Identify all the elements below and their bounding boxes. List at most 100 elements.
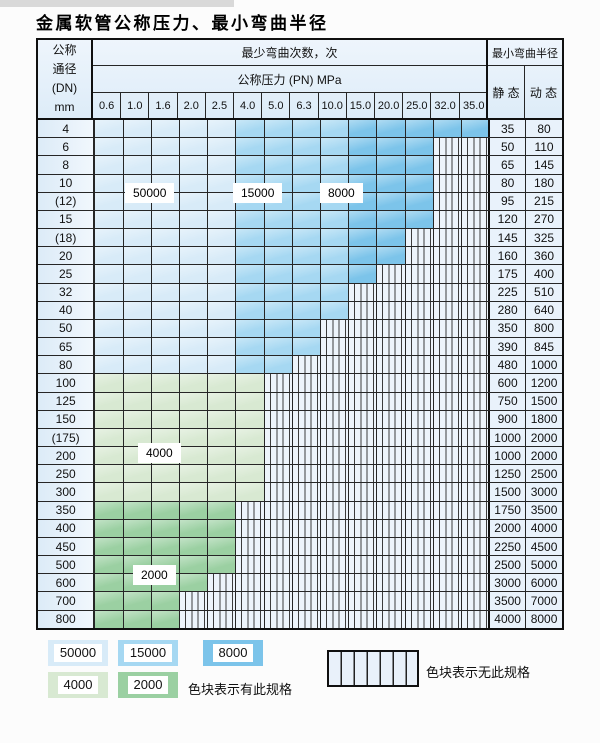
cycle-cell-p5.0	[264, 501, 293, 519]
cycle-cell-p32.0	[433, 428, 462, 447]
dn-cell: 450	[38, 537, 96, 556]
cycle-cell-p32.0	[433, 392, 462, 410]
cycle-cell-p2.5	[208, 410, 237, 428]
cycle-cell-p5.0	[264, 374, 293, 392]
static-radius-cell: 2000	[490, 519, 527, 537]
cycle-cell-p6.3	[292, 265, 321, 283]
cycle-cell-p1.0	[123, 229, 152, 247]
cycle-cell-p6.3	[292, 356, 321, 374]
static-radius-cell: 1250	[490, 465, 527, 483]
cycle-cell-p25.0	[405, 356, 434, 374]
cycle-cell-p15.0	[349, 592, 378, 610]
cycle-cell-p2.5	[208, 465, 237, 483]
dn-cell: 20	[38, 247, 96, 265]
cycle-cell-p32.0	[433, 610, 462, 628]
static-radius-cell: 95	[490, 192, 527, 210]
cycle-cell-p2.0	[179, 174, 209, 192]
cycle-cell-p5.0	[264, 338, 293, 356]
pressure-values-row: 0.6 1.0 1.6 2.0 2.5 4.0 5.0 6.3 10.0 15.0 20.0 25.0…	[93, 93, 486, 118]
cycle-cell-p2.5	[208, 574, 237, 592]
static-radius-cell: 80	[490, 174, 527, 192]
cycle-cell-p2.5	[208, 374, 237, 392]
cycle-cell-p5.0	[264, 247, 293, 265]
cycle-cell-p35.0	[461, 447, 491, 465]
cycle-cell-p5.0	[264, 392, 293, 410]
dynamic-radius-cell: 325	[526, 229, 562, 247]
cycle-cell-p32.0	[433, 592, 462, 610]
dynamic-radius-cell: 360	[526, 247, 562, 265]
cycle-cell-p2.0	[179, 120, 209, 138]
cycle-cell-p10.0	[320, 229, 350, 247]
cycle-cell-p20.0	[377, 356, 406, 374]
cycle-cell-p6.3	[292, 537, 321, 556]
page-title: 金属软管公称压力、最小弯曲半径	[36, 14, 329, 34]
pressure-col-2.0: 2.0	[178, 93, 206, 118]
cycle-cell-p2.5	[208, 338, 237, 356]
pressure-col-2.5: 2.5	[206, 93, 235, 118]
cycle-cell-p6.3	[292, 574, 321, 592]
cycle-cell-p15.0	[349, 210, 378, 229]
static-radius-cell: 225	[490, 283, 527, 301]
cycle-cell-p1.6	[151, 265, 180, 283]
dynamic-col-header: 动 态	[529, 85, 558, 100]
cycle-cell-p1.0	[123, 501, 152, 519]
cycle-cell-p4.0	[236, 592, 265, 610]
cycle-cell-p1.6	[151, 338, 180, 356]
cycle-cell-p4.0	[236, 138, 265, 156]
cycle-cell-p25.0	[405, 610, 434, 628]
dynamic-radius-cell: 3500	[526, 501, 562, 519]
cycle-cell-p10.0	[320, 210, 350, 229]
dynamic-radius-cell: 640	[526, 301, 562, 319]
cycle-cell-p4.0	[236, 610, 265, 628]
cycle-cell-p10.0	[320, 483, 350, 501]
cycle-cell-p35.0	[461, 574, 491, 592]
dn-cell: 50	[38, 319, 96, 338]
static-col-header: 静 态	[488, 66, 525, 118]
cycle-cell-p4.0	[236, 356, 265, 374]
cycle-cell-p35.0	[461, 192, 491, 210]
static-radius-cell: 750	[490, 392, 527, 410]
dn-cell: 6	[38, 138, 96, 156]
cycle-cell-p5.0	[264, 556, 293, 574]
cycle-cell-p1.0	[123, 356, 152, 374]
dn-cell: 4	[38, 120, 96, 138]
cycle-cell-p6.3	[292, 392, 321, 410]
static-radius-cell: 145	[490, 229, 527, 247]
cycle-cell-p1.6	[151, 229, 180, 247]
cycle-cell-p15.0	[349, 283, 378, 301]
cycle-cell-p4.0	[236, 229, 265, 247]
top-strip-decoration	[0, 0, 234, 7]
cycle-cell-p25.0	[405, 519, 434, 537]
table-row-dn-8: 8 65 145	[38, 155, 562, 174]
table-row-dn-300: 300 1500 3000	[38, 482, 562, 501]
pressure-col-5.0: 5.0	[262, 93, 291, 118]
pressure-header-label: 公称压力 (PN) MPa	[93, 66, 486, 93]
static-radius-cell: 3000	[490, 574, 527, 592]
cycle-cell-p35.0	[461, 138, 491, 156]
cycle-cell-p1.6	[151, 210, 180, 229]
cycle-cell-p25.0	[405, 120, 434, 138]
cycle-cell-p6.3	[292, 447, 321, 465]
cycle-cell-p10.0	[320, 156, 350, 174]
table-row-dn-600: 600 3000 6000	[38, 573, 562, 592]
dynamic-radius-cell: 110	[526, 138, 562, 156]
cycle-cell-p2.5	[208, 120, 237, 138]
dn-column-header: 公称 通径 (DN) mm	[38, 40, 93, 118]
cycle-cell-p32.0	[433, 519, 462, 537]
static-radius-cell: 900	[490, 410, 527, 428]
cycle-cell-p0.6	[95, 592, 124, 610]
cycle-cell-p35.0	[461, 410, 491, 428]
dynamic-radius-cell: 1000	[526, 356, 562, 374]
cycle-cell-p1.6	[151, 301, 180, 319]
cycle-cell-p1.0	[123, 247, 152, 265]
cycle-cell-p0.6	[95, 138, 124, 156]
cycle-cell-p32.0	[433, 283, 462, 301]
cycle-cell-p10.0	[320, 428, 350, 447]
dn-cell: 150	[38, 410, 96, 428]
cycle-cell-p4.0	[236, 319, 265, 338]
legend-swatch-4000: 4000	[48, 672, 108, 698]
dynamic-radius-cell: 1500	[526, 392, 562, 410]
cycle-cell-p35.0	[461, 392, 491, 410]
dn-cell: 15	[38, 210, 96, 229]
cycle-cell-p10.0	[320, 283, 350, 301]
